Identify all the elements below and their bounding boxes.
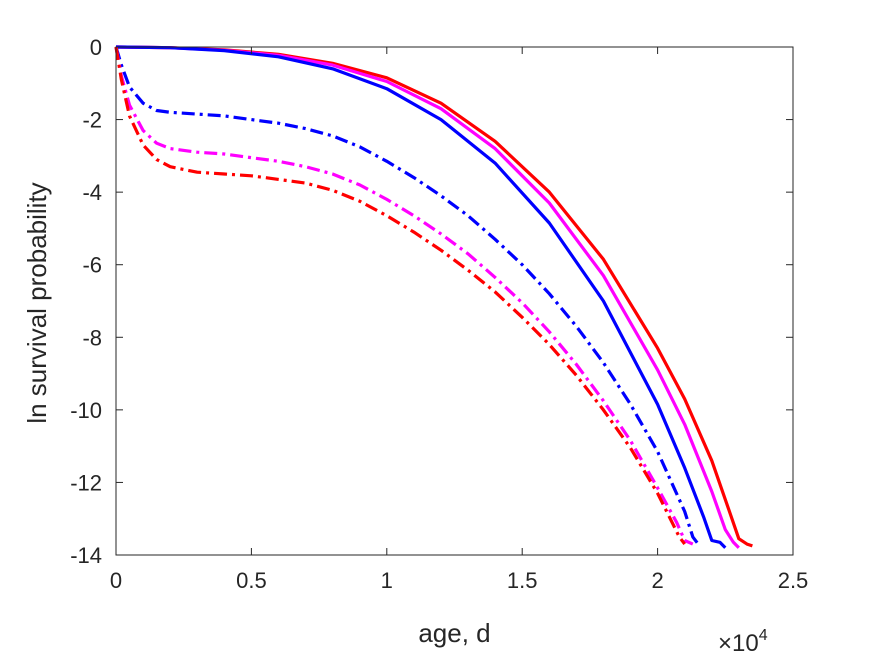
series-line-3 [115,45,727,549]
y-tick-label: -12 [70,470,102,495]
x-axis-multiplier: ×104 [718,627,768,656]
x-tick-label: 2.5 [778,568,809,593]
x-tick-label: 1.5 [507,568,538,593]
ticks-layer: 0 0.5 1 1.5 2 2.5 0 -2 -4 -6 -8 -10 -12 -14 [70,35,808,593]
y-axis-title: ln survival probability [22,182,52,423]
series-line-1 [115,45,753,548]
x-tick-label: 0.5 [236,568,267,593]
series-line-6 [114,46,686,546]
x-axis-multiplier-base: ×10 [718,630,759,656]
y-tick-label: -8 [82,325,102,350]
y-tick-label: -2 [82,108,102,133]
y-tick-label: -14 [70,543,102,568]
y-tick-label: -10 [70,398,102,423]
y-tick-label: -4 [82,180,102,205]
series-line-4 [114,46,700,546]
plot-frame [115,46,794,556]
x-tick-label: 0 [110,568,122,593]
x-tick-label: 2 [651,568,663,593]
x-axis-title: age, d [418,618,490,648]
series-layer [114,45,753,549]
x-axis-multiplier-exponent: 4 [759,627,768,644]
x-tick-label: 1 [381,568,393,593]
y-tick-label: -6 [82,253,102,278]
series-line-5 [114,46,694,546]
y-tick-label: 0 [90,35,102,60]
